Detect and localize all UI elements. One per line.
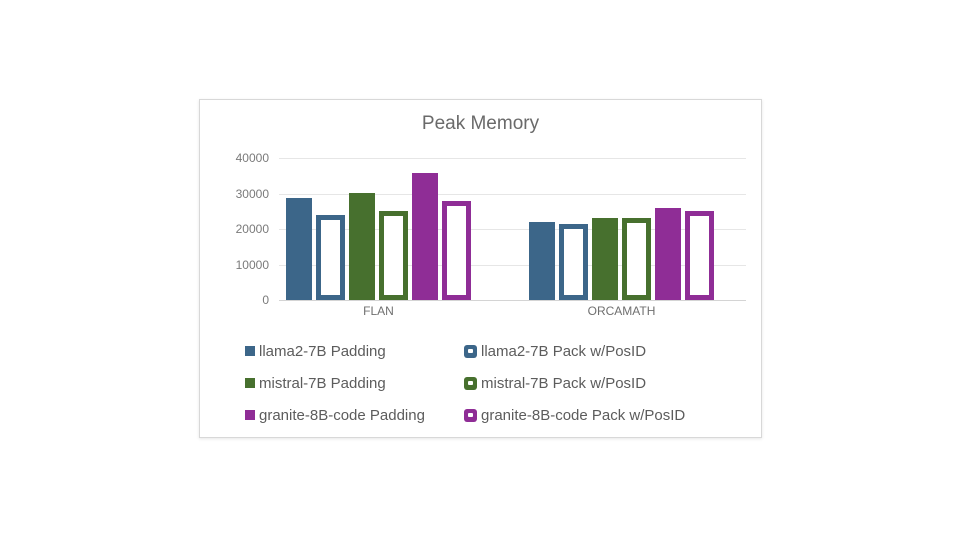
legend-item-llama2-7b-padding: llama2-7B Padding: [245, 341, 464, 361]
legend-item-mistral-7b-pack-w-posid: mistral-7B Pack w/PosID: [464, 373, 685, 393]
legend-label: mistral-7B Pack w/PosID: [481, 374, 647, 392]
bar-granite-8b-code-pack-w-posid-orcamath: [685, 211, 714, 300]
bar-llama2-7b-pack-w-posid-flan: [316, 214, 345, 300]
bar-granite-8b-code-padding-flan: [412, 173, 438, 300]
legend-marker-dash: [468, 381, 473, 385]
bar-llama2-7b-padding-flan: [286, 197, 312, 300]
legend-item-mistral-7b-padding: mistral-7B Padding: [245, 373, 464, 393]
legend-marker-outline-icon: [464, 408, 477, 422]
legend-marker-solid-icon: [245, 410, 255, 420]
legend-item-granite-8b-code-pack-w-posid: granite-8B-code Pack w/PosID: [464, 405, 685, 425]
x-label-flan: FLAN: [363, 304, 394, 318]
bar-group-flan: [286, 173, 471, 300]
legend-label: granite-8B-code Pack w/PosID: [481, 406, 686, 424]
y-tick-label-10000: 10000: [235, 257, 269, 272]
legend-label: granite-8B-code Padding: [259, 406, 425, 424]
bar-granite-8b-code-padding-orcamath: [655, 207, 681, 300]
bar-llama2-7b-padding-orcamath: [529, 221, 555, 300]
legend-item-llama2-7b-pack-w-posid: llama2-7B Pack w/PosID: [464, 341, 685, 361]
legend: llama2-7B Padding llama2-7B Pack w/PosID m…: [245, 341, 685, 425]
legend-marker-solid-icon: [245, 346, 255, 356]
legend-marker-outline-icon: [464, 344, 477, 358]
legend-label: mistral-7B Padding: [259, 374, 386, 392]
legend-marker-solid-icon: [245, 378, 255, 388]
plot-area: [279, 158, 746, 301]
x-axis-line: [279, 300, 746, 301]
y-tick-label-30000: 30000: [235, 186, 269, 201]
legend-marker-dash: [468, 349, 473, 353]
y-axis: 0 10000 20000 30000 40000: [200, 151, 269, 307]
y-tick-label-40000: 40000: [235, 151, 269, 165]
gridline-40000: [279, 158, 746, 159]
gridline-30000: [279, 193, 746, 195]
x-label-orcamath: ORCAMATH: [587, 304, 656, 318]
bar-group-orcamath: [529, 207, 714, 300]
y-tick-label-0: 0: [262, 293, 269, 307]
gridline-20000: [279, 229, 746, 230]
chart-card: Peak Memory 0 10000 20000 30000 40000 FLAN OR…: [199, 99, 762, 438]
legend-label: llama2-7B Padding: [259, 342, 386, 360]
bar-mistral-7b-pack-w-posid-orcamath: [622, 218, 651, 300]
bar-granite-8b-code-pack-w-posid-flan: [442, 201, 471, 300]
bar-mistral-7b-padding-flan: [349, 192, 375, 300]
bar-llama2-7b-pack-w-posid-orcamath: [559, 223, 588, 300]
bar-mistral-7b-padding-orcamath: [592, 218, 618, 300]
gridline-10000: [279, 264, 746, 266]
legend-marker-outline-icon: [464, 376, 477, 390]
x-axis-labels: FLAN ORCAMATH: [279, 304, 746, 320]
bar-mistral-7b-pack-w-posid-flan: [379, 211, 408, 300]
y-tick-label-20000: 20000: [235, 222, 269, 236]
legend-label: llama2-7B Pack w/PosID: [481, 342, 647, 360]
legend-item-granite-8b-code-padding: granite-8B-code Padding: [245, 405, 464, 425]
legend-marker-dash: [468, 413, 473, 417]
chart-title: Peak Memory: [421, 113, 540, 134]
